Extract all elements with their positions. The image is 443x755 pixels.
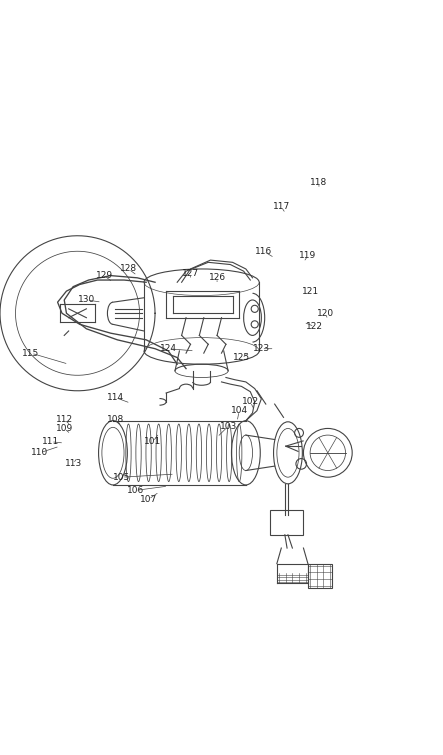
Text: 110: 110 [31, 448, 48, 458]
Text: 126: 126 [209, 273, 225, 282]
Text: 104: 104 [231, 406, 248, 415]
Text: 122: 122 [306, 322, 323, 331]
Text: 123: 123 [253, 344, 270, 353]
Text: 120: 120 [317, 309, 334, 318]
Text: 108: 108 [107, 415, 124, 424]
Text: 127: 127 [182, 269, 199, 278]
Text: 118: 118 [311, 178, 327, 187]
Text: 109: 109 [56, 424, 73, 433]
Text: 119: 119 [299, 251, 316, 260]
Text: 116: 116 [255, 247, 272, 256]
Text: 125: 125 [233, 353, 250, 362]
Text: 101: 101 [144, 437, 161, 446]
Text: 111: 111 [43, 437, 59, 446]
Text: 128: 128 [120, 264, 137, 273]
Text: 130: 130 [78, 295, 95, 304]
Text: 107: 107 [140, 495, 157, 504]
Text: 106: 106 [127, 486, 144, 495]
Text: 114: 114 [107, 393, 124, 402]
Text: 124: 124 [160, 344, 177, 353]
Text: 105: 105 [113, 473, 130, 482]
Text: 103: 103 [220, 422, 237, 431]
Text: 117: 117 [273, 202, 290, 211]
Text: 121: 121 [302, 287, 319, 296]
Text: 129: 129 [96, 271, 113, 280]
Text: 112: 112 [56, 415, 73, 424]
Text: 113: 113 [65, 459, 82, 468]
Text: 115: 115 [23, 349, 39, 358]
Text: 102: 102 [242, 397, 259, 406]
